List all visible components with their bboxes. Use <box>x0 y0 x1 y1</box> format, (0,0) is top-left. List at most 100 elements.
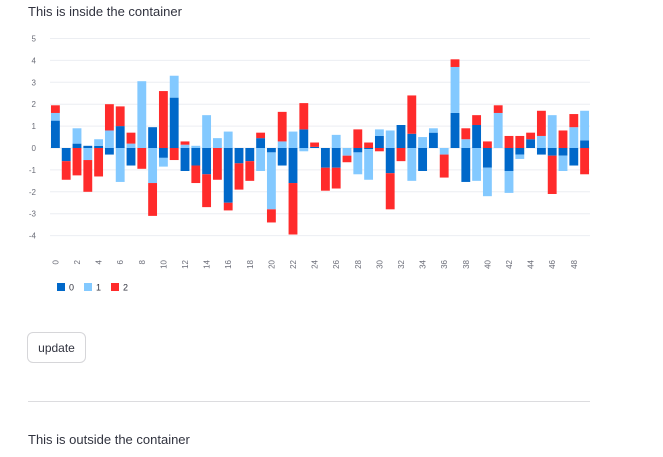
bar-segment <box>569 148 579 166</box>
bar-segment <box>180 144 190 148</box>
x-tick-label: 16 <box>224 259 233 268</box>
bar-segment <box>493 105 503 113</box>
bar-segment <box>547 148 557 156</box>
bar-segment <box>50 105 60 113</box>
bar-segment <box>407 95 417 134</box>
stacked-bar-chart: -4 -3 -2 -1 0 1 2 3 4 5 0 2 4 6 8 10 12 14 16 18 20 22 24 26 28 3… <box>0 20 663 300</box>
bar-segment <box>169 75 179 98</box>
inside-container-text: This is inside the container <box>28 4 182 19</box>
bar-segment <box>580 140 590 148</box>
bar-segment <box>418 137 428 148</box>
update-button[interactable]: update <box>27 332 86 363</box>
bar-segment <box>72 128 82 144</box>
x-tick-label: 32 <box>397 259 406 268</box>
bar-segment <box>515 135 525 148</box>
bar-segment <box>202 115 212 148</box>
bar-segment <box>482 141 492 148</box>
bar-segment <box>439 148 449 155</box>
bar-segment <box>396 125 406 148</box>
bar-segment <box>558 148 568 156</box>
bar-segment <box>180 141 190 145</box>
bar-segment <box>126 132 136 144</box>
x-tick-label: 48 <box>570 259 579 268</box>
bar-segment <box>364 148 374 150</box>
bar-segment <box>256 132 266 139</box>
bar-segment <box>212 148 222 180</box>
bar-segment <box>569 127 579 148</box>
bar-segment <box>104 148 114 155</box>
bar-segment <box>580 148 590 175</box>
x-tick-label: 0 <box>51 259 60 264</box>
x-tick-label: 26 <box>332 259 341 268</box>
bar-segment <box>396 148 406 162</box>
bar-segment <box>245 161 255 181</box>
bar-segment <box>364 149 374 180</box>
outside-container-text: This is outside the container <box>28 432 190 447</box>
bar-segment <box>504 148 514 171</box>
bar-segment <box>256 148 266 171</box>
legend-swatch-1 <box>84 283 92 291</box>
bar-segment <box>266 209 276 223</box>
bar-segment <box>331 148 341 168</box>
divider <box>28 401 590 402</box>
bar-segment <box>61 148 71 162</box>
bar-segment <box>450 66 460 113</box>
x-tick-label: 40 <box>483 259 492 268</box>
bar-segment <box>526 139 536 148</box>
x-tick-label: 2 <box>73 259 82 264</box>
bar-segment <box>320 167 330 191</box>
bar-segment <box>72 148 82 176</box>
bar-segment <box>126 143 136 148</box>
bar-segment <box>320 148 330 168</box>
bar-segment <box>50 112 60 121</box>
bar-segment <box>461 128 471 140</box>
bar-segment <box>61 161 71 180</box>
bar-segment <box>288 131 298 148</box>
x-tick-label: 18 <box>246 259 255 268</box>
bar-segment <box>277 141 287 148</box>
bar-segment <box>342 155 352 163</box>
bar-segment <box>536 110 546 136</box>
bar-segment <box>407 133 417 148</box>
x-tick-label: 4 <box>95 259 104 264</box>
bar-segment <box>191 148 201 166</box>
legend-swatch-0 <box>57 283 65 291</box>
bar-segment <box>472 125 482 148</box>
x-tick-label: 36 <box>440 259 449 268</box>
bar-segment <box>94 145 104 148</box>
y-tick-label: 1 <box>32 122 37 131</box>
bar-segment <box>158 91 168 148</box>
bar-segment <box>547 115 557 148</box>
bar-segment <box>288 148 298 184</box>
y-tick-label: -3 <box>29 210 37 219</box>
x-tick-label: 38 <box>462 259 471 268</box>
bar-segment <box>331 134 341 148</box>
bar-segment <box>580 110 590 141</box>
bar-segment <box>526 132 536 140</box>
bar-segment <box>374 129 384 136</box>
bar-segment <box>310 146 320 148</box>
bar-segment <box>482 148 492 168</box>
bar-segment <box>266 148 276 153</box>
x-tick-label: 20 <box>267 259 276 268</box>
bar-segment <box>180 148 190 171</box>
bar-segment <box>256 138 266 148</box>
bar-segment <box>547 155 557 194</box>
bar-segment <box>83 145 93 148</box>
bar-segment <box>191 145 201 148</box>
bar-segment <box>461 139 471 148</box>
x-tick-label: 46 <box>548 259 557 268</box>
x-tick-label: 34 <box>419 259 428 268</box>
bar-segment <box>234 148 244 164</box>
bar-segment <box>299 129 309 148</box>
y-tick-label: 3 <box>32 78 37 87</box>
bar-segment <box>50 120 60 148</box>
x-tick-label: 12 <box>181 259 190 268</box>
legend-label-0: 0 <box>69 283 74 293</box>
bar-segment <box>472 148 482 181</box>
bar-segment <box>137 81 147 148</box>
bar-segment <box>418 148 428 171</box>
y-tick-label: -2 <box>29 188 37 197</box>
bar-segment <box>83 148 93 161</box>
x-tick-label: 10 <box>159 259 168 268</box>
